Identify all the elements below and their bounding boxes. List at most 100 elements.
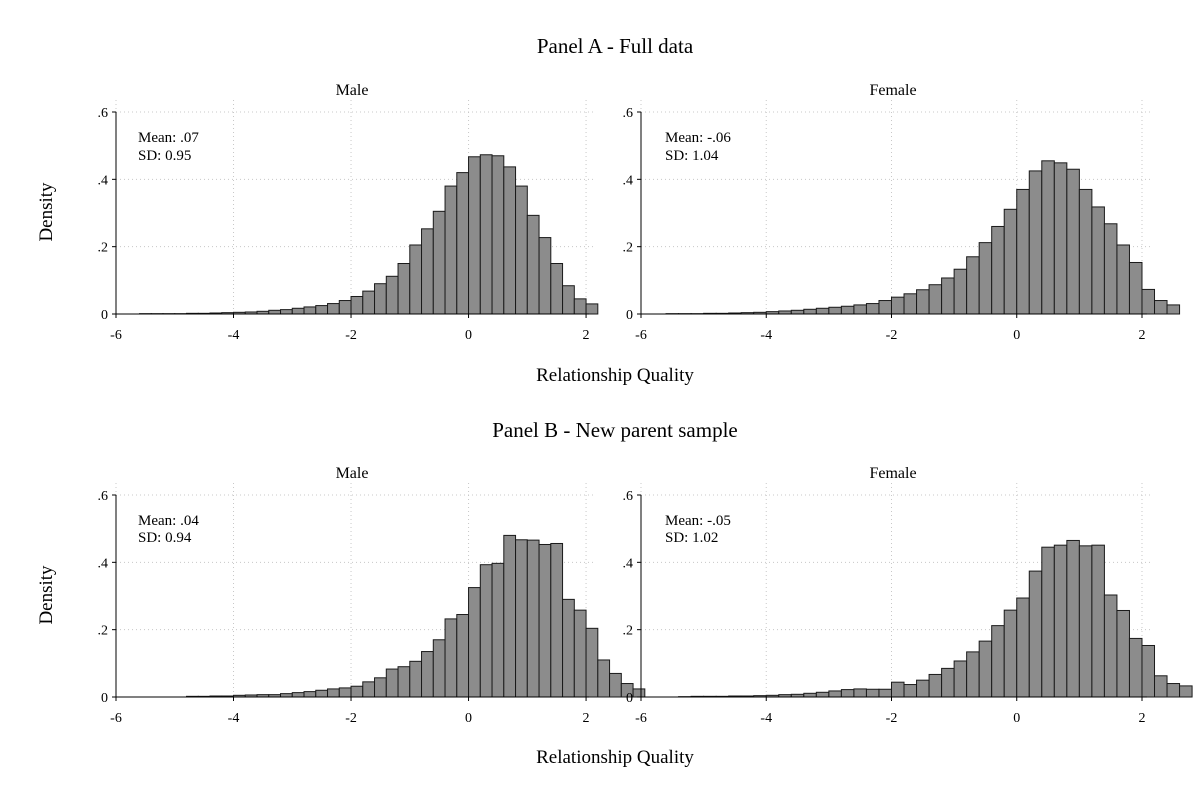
histogram-bar [1078,545,1093,698]
histogram-bar [421,651,434,698]
histogram-bar [1078,188,1093,315]
mean-annotation: Mean: -.05 [665,513,731,529]
histogram-bar [1028,570,1043,698]
histogram-bar [790,309,805,315]
mean-annotation: Mean: -.06 [665,130,731,146]
histogram-bar [865,303,880,315]
histogram-bar [397,666,411,698]
chart-subtitle: Male [336,465,369,482]
x-tick-label: -6 [110,711,122,726]
histogram-bar [503,534,517,698]
histogram-bar [526,214,540,315]
y-tick-label: .4 [98,173,109,188]
histogram-bar [573,609,587,698]
x-tick-label: -4 [760,711,772,726]
histogram-bar [479,154,493,315]
histogram-bar [1166,683,1181,698]
y-tick-label: .4 [623,556,634,571]
y-tick-label: .4 [623,173,634,188]
histogram-bar [1066,168,1080,315]
x-tick-label: 2 [1138,328,1145,343]
histogram-bar [515,539,528,698]
histogram-bar [291,307,305,315]
histogram-bar [978,242,993,315]
histogram-bar [280,309,293,315]
histogram-bar [1166,304,1181,315]
y-tick-label: .2 [98,624,109,639]
x-tick-label: 0 [1013,711,1020,726]
histogram-bar [941,667,955,698]
histogram-bar [526,539,540,698]
histogram-bar [1091,206,1105,315]
histogram-bar [991,625,1005,698]
chart-panel-a-female: Female Mean: -.06 SD: 1.04 -6 -4 -2 0 2 0 .2 .4… [623,82,1181,343]
histogram-bar [315,305,329,315]
histogram-bar [327,303,340,315]
x-tick-label: -4 [228,711,240,726]
histogram-bar [916,289,930,315]
histogram-bar [385,668,399,698]
histogram-bar [444,185,458,315]
histogram-bar [573,298,587,315]
histogram-bar [853,304,867,315]
histogram-bar [1128,637,1143,698]
histogram-bar [1103,223,1118,315]
histogram-bar [828,690,842,698]
histogram-bar [409,660,423,698]
y-tick-label: .6 [623,106,634,121]
histogram-bar [1116,609,1130,698]
x-tick-label: 2 [1138,711,1145,726]
x-tick-label: -2 [345,711,357,726]
chart-panel-a-male: Male Mean: .07 SD: 0.95 -6 -4 -2 0 2 0 .2 .4 .6 [98,82,599,343]
histogram-bar [953,268,968,315]
y-tick-label: 0 [101,308,108,323]
histogram-bar [903,684,918,698]
histogram-bar [609,672,622,698]
histogram-bar [291,692,305,698]
histogram-bar [491,562,505,698]
histogram-bar [803,692,817,698]
axes: -6 -4 -2 0 2 0 .2 .4 .6 [623,106,1147,343]
panel-a-ylabel: Density [36,182,57,242]
histogram-bar [916,679,930,698]
histogram-bar [362,681,376,698]
chart-panel-b-male: Male Mean: .04 SD: 0.94 -6 -4 -2 0 2 0 .2 .4 .6 [98,465,646,726]
histogram-bar [1103,594,1118,698]
histogram-bar [840,689,855,698]
histogram-bar [1179,685,1193,698]
histogram-bar [1053,162,1068,315]
histogram-bar [268,309,282,315]
histogram-bar [1041,546,1055,698]
x-tick-label: 2 [583,711,590,726]
sd-annotation: SD: 0.95 [138,148,191,164]
histogram-bar [432,210,446,315]
histogram-bar [1003,208,1018,315]
histogram-bar [350,685,364,698]
histogram-bar [853,688,867,698]
chart-subtitle: Female [869,465,916,482]
histogram-bar [550,542,564,698]
histogram-bar [978,640,993,698]
y-tick-label: 0 [101,691,108,706]
axes: -6 -4 -2 0 2 0 .2 .4 .6 [623,489,1147,726]
panel-a-xlabel: Relationship Quality [536,365,694,386]
mean-annotation: Mean: .04 [138,513,199,529]
histogram-bar [350,295,364,315]
histogram-bar [1128,261,1143,315]
x-tick-label: 0 [465,328,472,343]
histogram-bar [456,614,470,698]
x-tick-label: 2 [583,328,590,343]
histogram-bar [632,688,646,698]
y-tick-label: .2 [623,624,634,639]
histogram-bar [421,228,434,315]
axes: -6 -4 -2 0 2 0 .2 .4 .6 [98,106,590,343]
histogram-bar [491,155,505,315]
histogram-bar [456,172,470,315]
histogram-bar [840,305,855,315]
histogram-bar [338,687,352,698]
histogram-bar [1066,539,1080,698]
x-tick-label: -2 [886,711,898,726]
histogram-bar [374,283,387,315]
x-tick-label: -6 [635,711,647,726]
histogram-bar [327,688,340,698]
